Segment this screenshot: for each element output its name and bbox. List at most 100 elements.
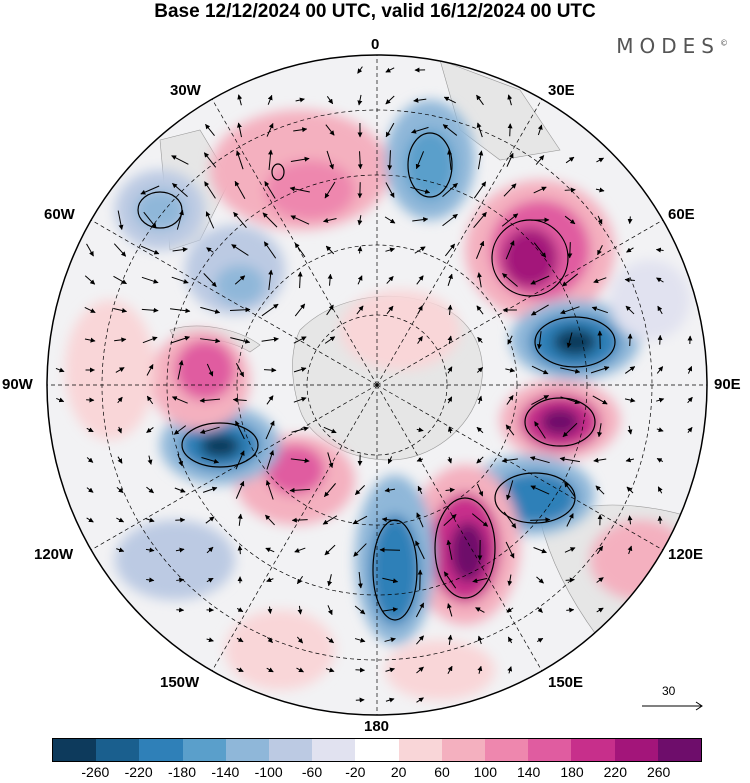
wind-arrow	[596, 577, 604, 583]
wind-arrow	[656, 277, 664, 283]
wind-arrow	[116, 486, 124, 494]
wind-arrow	[595, 187, 605, 193]
wind-arrow	[536, 637, 544, 643]
wind-arrow	[206, 546, 214, 554]
wind-arrow	[326, 304, 334, 316]
wind-arrow	[234, 180, 246, 199]
wind-arrow	[113, 243, 127, 257]
wind-arrow	[476, 122, 483, 138]
wind-arrow	[442, 213, 458, 227]
wind-arrow	[234, 275, 246, 285]
wind-arrow	[290, 156, 310, 163]
wind-arrow	[476, 426, 484, 434]
wind-arrow	[385, 122, 395, 138]
wind-arrow	[205, 123, 215, 136]
wind-arrow	[501, 213, 519, 227]
wind-arrow	[531, 365, 549, 375]
wind-arrow	[322, 515, 338, 525]
wind-arrow	[356, 305, 364, 315]
wind-arrow	[657, 486, 663, 494]
lon-label-60e: 60E	[668, 206, 695, 223]
wind-arrow	[235, 450, 245, 470]
wind-arrow	[385, 182, 395, 198]
wind-arrow	[447, 396, 453, 404]
lon-label-0: 0	[371, 36, 380, 53]
colorbar-swatch	[269, 739, 313, 761]
wind-arrow	[625, 305, 635, 315]
wind-arrow	[262, 212, 278, 228]
wind-arrow	[476, 456, 484, 464]
wind-arrow	[86, 457, 94, 463]
wind-arrow	[113, 308, 128, 313]
wind-arrow	[591, 306, 608, 314]
wind-arrow	[657, 305, 663, 315]
wind-arrow	[205, 211, 215, 229]
wind-arrow	[140, 245, 160, 255]
wind-arrow	[147, 455, 153, 465]
wind-arrow	[355, 667, 366, 673]
wind-arrow	[233, 211, 247, 228]
wind-arrow	[477, 395, 483, 404]
wind-arrow	[384, 637, 396, 643]
wind-arrow	[290, 458, 310, 464]
wind-arrow	[507, 574, 513, 586]
anomaly-blob	[135, 190, 185, 230]
wind-arrow	[656, 457, 664, 463]
wind-arrow	[477, 336, 483, 344]
colorbar	[52, 738, 702, 762]
wind-arrow	[206, 577, 214, 583]
colorbar-tick-label: -20	[345, 764, 366, 780]
wind-arrow	[443, 96, 456, 104]
wind-arrow	[293, 127, 308, 133]
colorbar-tick-label: 180	[560, 764, 584, 780]
wind-arrow	[236, 607, 244, 613]
wind-arrow	[530, 485, 550, 495]
colorbar-tick-label: 20	[390, 764, 407, 780]
wind-arrow	[84, 337, 96, 343]
wind-arrow	[172, 183, 188, 197]
wind-arrow	[117, 426, 122, 434]
wind-arrow	[324, 483, 336, 498]
colorbar-swatch	[53, 739, 97, 761]
wind-arrow	[382, 577, 399, 584]
wind-arrow	[86, 427, 94, 433]
colorbar-tick-label: -100	[254, 764, 283, 780]
wind-vectors	[55, 66, 693, 703]
wind-arrow	[597, 423, 603, 438]
colorbar-tick-label: 100	[473, 764, 498, 780]
wind-arrow	[560, 396, 580, 405]
lon-label-120e: 120E	[668, 546, 704, 563]
wind-arrow	[530, 304, 549, 316]
wind-arrow	[56, 397, 65, 403]
wind-arrow	[263, 367, 277, 373]
wind-arrow	[502, 273, 518, 287]
wind-arrow	[199, 397, 221, 403]
wind-arrow	[235, 420, 245, 440]
wind-arrow	[447, 273, 453, 286]
wind-arrow	[414, 246, 426, 254]
colorbar-tick-label: -140	[211, 764, 240, 780]
wind-arrow	[357, 94, 363, 106]
wind-arrow	[297, 605, 303, 615]
lon-label-180: 180	[364, 718, 390, 735]
wind-arrow	[537, 124, 543, 136]
wind-arrow	[566, 332, 573, 348]
wind-arrow	[172, 247, 188, 253]
wind-arrow	[415, 151, 425, 170]
wind-arrow	[171, 276, 189, 284]
longitude-lines	[47, 55, 707, 715]
wind-arrow	[416, 697, 424, 703]
wind-arrow	[473, 211, 487, 228]
wind-arrow	[264, 181, 276, 199]
wind-arrow	[505, 367, 516, 373]
anomaly-blob	[65, 300, 155, 440]
wind-arrow	[327, 273, 333, 286]
wind-arrow	[290, 215, 310, 225]
wind-arrow	[293, 367, 307, 373]
wind-arrow	[84, 307, 96, 313]
wind-arrow	[266, 450, 275, 470]
wind-arrow	[261, 303, 279, 317]
wind-arrow	[505, 424, 515, 436]
wind-arrow	[385, 247, 395, 253]
anomaly-blob	[370, 515, 420, 625]
